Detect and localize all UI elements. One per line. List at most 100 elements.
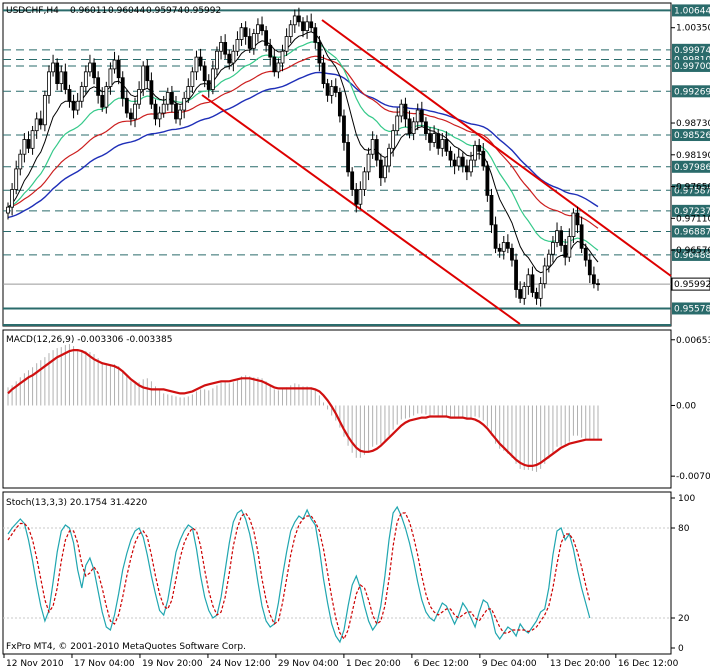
candle[interactable] bbox=[546, 249, 551, 273]
candle[interactable] bbox=[38, 110, 43, 130]
candle[interactable] bbox=[79, 81, 84, 108]
candle[interactable] bbox=[75, 93, 80, 115]
candle[interactable] bbox=[542, 257, 547, 289]
candle[interactable] bbox=[264, 25, 269, 52]
candle[interactable] bbox=[88, 54, 92, 77]
candle[interactable] bbox=[210, 60, 215, 95]
candle[interactable] bbox=[592, 266, 596, 289]
candle[interactable] bbox=[186, 78, 191, 104]
candle[interactable] bbox=[284, 28, 289, 56]
candle[interactable] bbox=[149, 72, 154, 109]
candle[interactable] bbox=[567, 228, 572, 262]
candle[interactable] bbox=[6, 202, 10, 220]
macd-panel[interactable]: MACD(12,26,9) -0.003306 -0.003385 bbox=[2, 329, 672, 489]
candle[interactable] bbox=[14, 160, 19, 195]
candle[interactable] bbox=[559, 225, 564, 252]
candle[interactable] bbox=[563, 238, 568, 266]
candle[interactable] bbox=[223, 34, 228, 59]
candle[interactable] bbox=[317, 35, 322, 72]
candle[interactable] bbox=[366, 147, 371, 181]
candle[interactable] bbox=[407, 110, 412, 139]
candle[interactable] bbox=[464, 159, 469, 181]
candle[interactable] bbox=[485, 161, 490, 202]
candle[interactable] bbox=[596, 278, 600, 291]
candle[interactable] bbox=[337, 87, 342, 123]
candle[interactable] bbox=[124, 90, 129, 118]
ma-line-blue[interactable] bbox=[7, 71, 599, 219]
candle[interactable] bbox=[116, 55, 121, 85]
candle[interactable] bbox=[428, 127, 432, 151]
candle[interactable] bbox=[411, 117, 416, 141]
candle[interactable] bbox=[448, 146, 453, 167]
candle[interactable] bbox=[342, 109, 346, 151]
ma-line-red[interactable] bbox=[7, 55, 599, 229]
candle[interactable] bbox=[358, 181, 363, 209]
candle[interactable] bbox=[551, 235, 555, 263]
candle[interactable] bbox=[215, 46, 219, 76]
candle[interactable] bbox=[251, 28, 256, 55]
candle[interactable] bbox=[555, 222, 559, 248]
candle[interactable] bbox=[329, 80, 334, 104]
candle[interactable] bbox=[575, 206, 580, 234]
candle[interactable] bbox=[26, 131, 31, 154]
candle[interactable] bbox=[165, 87, 170, 111]
candle[interactable] bbox=[47, 65, 51, 104]
candle[interactable] bbox=[313, 23, 318, 49]
stoch-signal-line[interactable] bbox=[7, 512, 591, 641]
candle[interactable] bbox=[63, 63, 68, 95]
candle[interactable] bbox=[305, 15, 309, 39]
candle[interactable] bbox=[534, 287, 539, 305]
candle[interactable] bbox=[157, 106, 162, 128]
candle[interactable] bbox=[391, 124, 396, 157]
candle[interactable] bbox=[571, 208, 576, 244]
candle[interactable] bbox=[587, 253, 592, 284]
candle[interactable] bbox=[505, 234, 510, 254]
candle[interactable] bbox=[55, 58, 60, 91]
candle[interactable] bbox=[260, 16, 264, 36]
candle[interactable] bbox=[456, 148, 461, 171]
candle[interactable] bbox=[424, 117, 428, 141]
candle[interactable] bbox=[100, 87, 105, 112]
candle[interactable] bbox=[538, 277, 543, 307]
candle[interactable] bbox=[83, 65, 88, 95]
candle[interactable] bbox=[469, 151, 473, 177]
candle[interactable] bbox=[247, 28, 252, 54]
candle[interactable] bbox=[22, 133, 27, 163]
candle[interactable] bbox=[71, 94, 76, 119]
stoch-main-line[interactable] bbox=[7, 505, 591, 644]
candle[interactable] bbox=[129, 108, 133, 126]
candle[interactable] bbox=[452, 153, 457, 175]
candle[interactable] bbox=[133, 97, 137, 128]
candle[interactable] bbox=[272, 48, 277, 77]
candle[interactable] bbox=[489, 188, 494, 234]
candle[interactable] bbox=[333, 78, 338, 98]
candle[interactable] bbox=[67, 84, 72, 108]
candle[interactable] bbox=[141, 61, 146, 96]
candle[interactable] bbox=[436, 128, 441, 155]
candle[interactable] bbox=[190, 67, 195, 94]
candle[interactable] bbox=[493, 216, 498, 254]
candle[interactable] bbox=[510, 243, 514, 267]
candle[interactable] bbox=[145, 59, 150, 89]
candle[interactable] bbox=[10, 183, 14, 216]
candle[interactable] bbox=[530, 266, 535, 298]
candle[interactable] bbox=[346, 134, 350, 177]
candle[interactable] bbox=[194, 50, 199, 81]
candle[interactable] bbox=[350, 167, 355, 196]
candle[interactable] bbox=[374, 134, 379, 167]
candle[interactable] bbox=[501, 235, 506, 260]
candle[interactable] bbox=[169, 85, 174, 113]
candle[interactable] bbox=[325, 78, 330, 102]
candle[interactable] bbox=[444, 131, 449, 156]
candle[interactable] bbox=[579, 216, 584, 254]
candle[interactable] bbox=[280, 44, 285, 72]
candle[interactable] bbox=[174, 95, 178, 124]
candle[interactable] bbox=[108, 62, 113, 95]
candle[interactable] bbox=[383, 157, 387, 183]
candle[interactable] bbox=[51, 54, 55, 77]
candle[interactable] bbox=[92, 58, 96, 85]
candle[interactable] bbox=[387, 143, 391, 173]
candle[interactable] bbox=[42, 90, 47, 132]
candle[interactable] bbox=[235, 31, 240, 56]
candle[interactable] bbox=[354, 183, 359, 213]
